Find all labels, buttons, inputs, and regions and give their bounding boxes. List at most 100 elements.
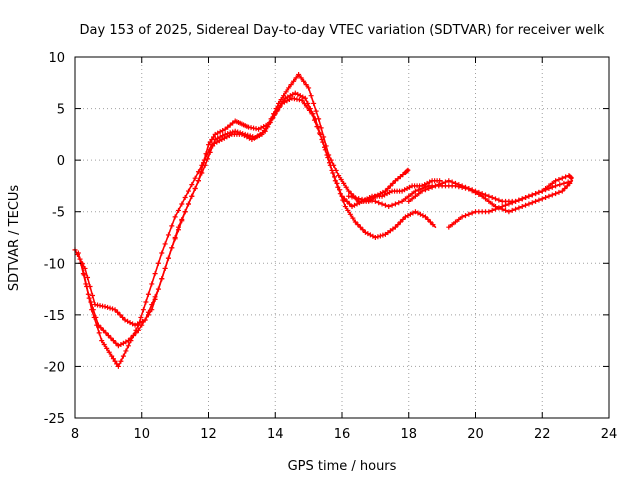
data-point xyxy=(207,139,213,145)
data-point xyxy=(536,197,542,203)
y-tick-label: -5 xyxy=(52,206,65,221)
data-point xyxy=(372,235,378,240)
data-point xyxy=(162,265,168,271)
data-point xyxy=(425,216,431,222)
data-point xyxy=(513,198,519,204)
data-point xyxy=(258,125,264,131)
data-point xyxy=(334,180,340,186)
tick-layer xyxy=(74,56,610,419)
data-point xyxy=(338,176,344,182)
data-point xyxy=(316,130,322,136)
data-point xyxy=(172,235,178,240)
data-point xyxy=(415,210,421,216)
data-point xyxy=(314,124,320,130)
data-point xyxy=(496,205,502,211)
data-point xyxy=(140,307,146,313)
data-point xyxy=(390,180,396,186)
data-point xyxy=(217,134,223,140)
x-tick-label: 12 xyxy=(200,427,217,442)
data-point xyxy=(311,100,317,106)
data-point xyxy=(356,196,362,202)
data-point xyxy=(402,196,408,202)
data-point xyxy=(123,348,129,354)
data-point xyxy=(420,213,426,219)
data-point xyxy=(387,228,393,234)
data-point xyxy=(75,250,81,256)
data-point xyxy=(422,182,428,188)
data-point xyxy=(342,204,348,210)
data-point xyxy=(115,343,121,349)
data-point xyxy=(533,191,539,197)
data-point xyxy=(376,200,382,206)
data-point xyxy=(110,356,116,362)
data-point xyxy=(405,167,411,173)
data-point xyxy=(399,188,405,194)
data-point xyxy=(556,189,562,195)
data-point xyxy=(336,187,342,193)
data-point xyxy=(350,215,356,221)
data-point xyxy=(155,260,161,266)
data-point xyxy=(568,174,574,180)
data-point xyxy=(390,226,396,232)
chart-title: Day 153 of 2025, Sidereal Day-to-day VTE… xyxy=(80,23,605,38)
data-point xyxy=(462,184,468,190)
data-point xyxy=(266,120,272,126)
data-point xyxy=(326,160,332,166)
data-point xyxy=(405,213,411,219)
data-point xyxy=(282,95,288,101)
data-point xyxy=(285,94,291,100)
data-point xyxy=(211,134,217,140)
data-point xyxy=(417,211,423,217)
data-point xyxy=(412,188,418,194)
data-point xyxy=(412,209,418,215)
data-point xyxy=(519,196,525,202)
data-point xyxy=(120,340,126,346)
data-point xyxy=(346,188,352,194)
data-point xyxy=(244,134,250,140)
data-point xyxy=(473,188,478,194)
data-point xyxy=(375,234,381,240)
data-point xyxy=(493,196,499,202)
data-point xyxy=(395,222,401,228)
data-point xyxy=(127,320,133,326)
data-point xyxy=(226,133,232,139)
data-point xyxy=(321,144,327,150)
data-point xyxy=(306,107,312,113)
data-point xyxy=(118,342,124,348)
data-point xyxy=(85,274,91,280)
data-point xyxy=(483,192,489,198)
data-point xyxy=(214,139,220,145)
data-point xyxy=(439,180,445,186)
data-point xyxy=(404,186,410,192)
data-point xyxy=(331,174,337,180)
data-point xyxy=(159,276,165,282)
data-point xyxy=(456,182,462,188)
data-point xyxy=(352,202,358,208)
data-point xyxy=(113,340,119,346)
data-point xyxy=(329,167,335,173)
data-point xyxy=(397,174,403,180)
data-point xyxy=(344,198,350,204)
data-point xyxy=(392,178,398,184)
data-point xyxy=(385,186,391,192)
data-point xyxy=(215,135,221,141)
data-point xyxy=(486,209,492,215)
data-point xyxy=(402,187,408,193)
data-point xyxy=(215,130,221,136)
data-point xyxy=(379,193,385,199)
data-point xyxy=(297,93,303,99)
data-point xyxy=(259,131,265,137)
x-tick-label: 8 xyxy=(71,427,79,442)
data-point xyxy=(352,195,358,201)
data-point xyxy=(499,204,505,210)
data-point xyxy=(286,85,292,91)
data-point xyxy=(105,332,111,338)
data-point xyxy=(385,230,391,236)
data-point xyxy=(298,75,304,81)
data-point xyxy=(503,207,509,213)
data-point xyxy=(224,134,230,140)
data-point xyxy=(406,198,412,204)
data-point xyxy=(302,95,308,101)
data-point xyxy=(379,201,385,207)
